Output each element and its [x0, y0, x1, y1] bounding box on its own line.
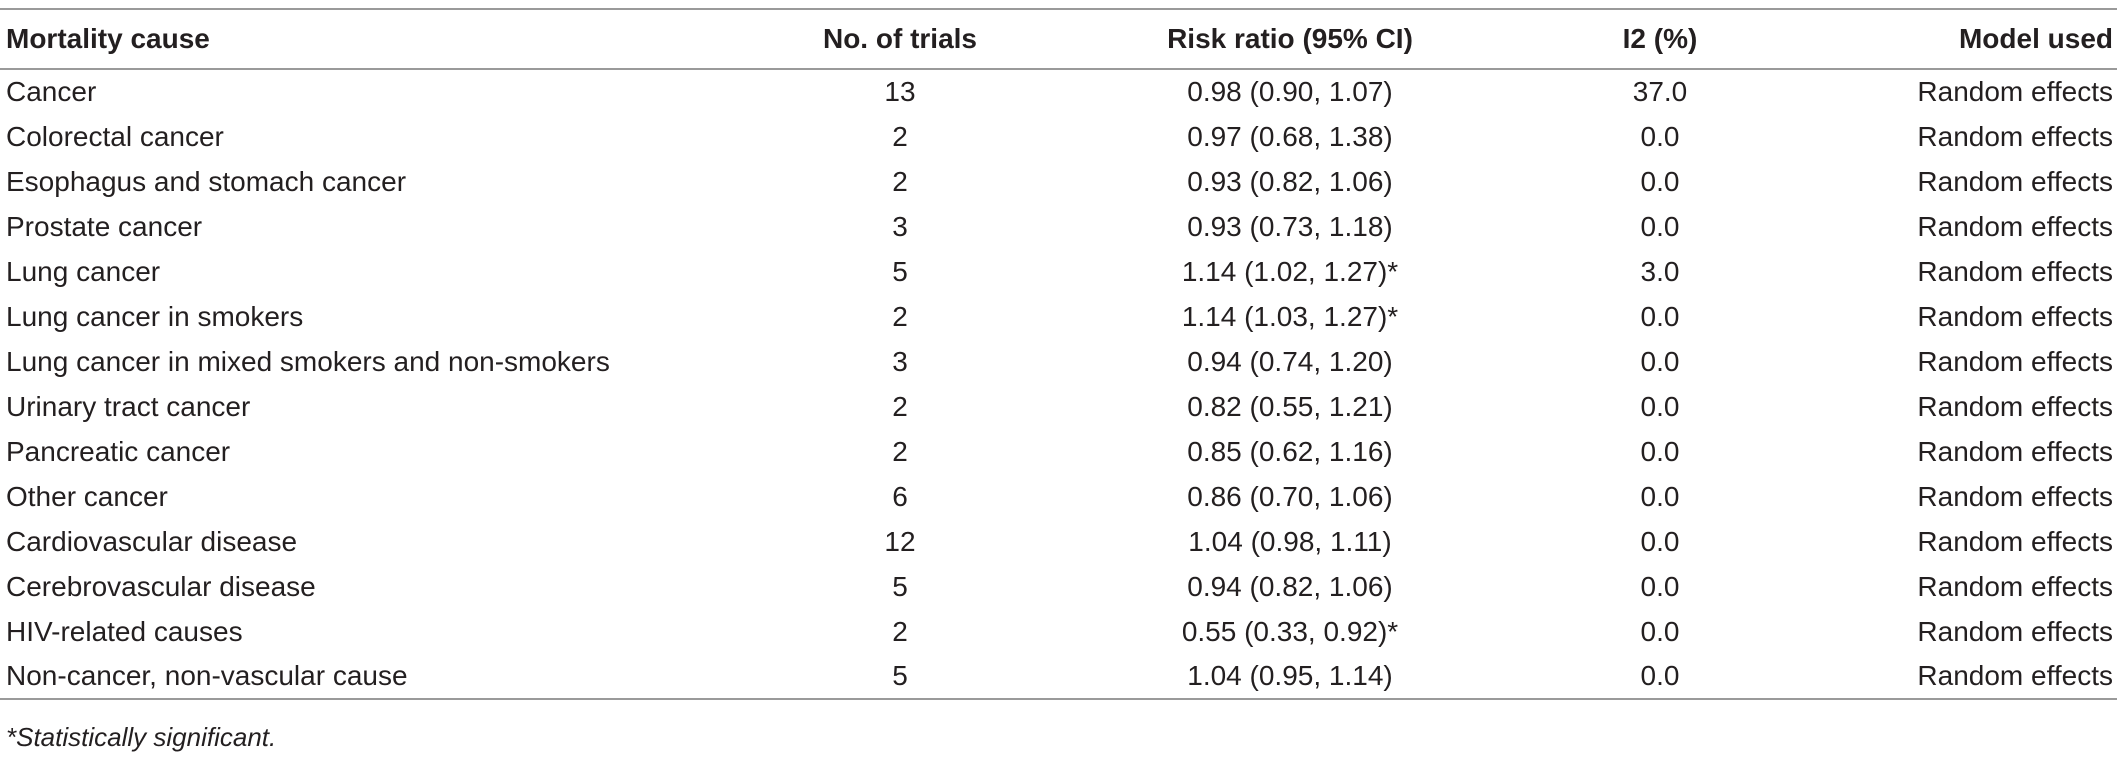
cell-i2: 0.0 [1640, 570, 1680, 602]
cell-model-used: Random effects [1917, 525, 2113, 557]
header-model-used: Model used [1958, 23, 2113, 54]
table-row: HIV-related causes 2 0.55 (0.33, 0.92)* … [0, 609, 2117, 654]
cell-i2: 0.0 [1640, 120, 1680, 152]
cell-i2: 0.0 [1640, 300, 1680, 332]
cell-risk-ratio: 0.82 (0.55, 1.21) [1187, 390, 1393, 422]
cell-i2: 0.0 [1640, 525, 1680, 557]
cell-no-of-trials: 2 [892, 615, 908, 647]
cell-model-used: Random effects [1917, 165, 2113, 197]
cell-i2: 37.0 [1632, 76, 1688, 107]
table-header: Mortality cause No. of trials Risk ratio… [0, 9, 2117, 69]
header-i2: I2 (%) [1622, 23, 1698, 54]
cell-no-of-trials: 6 [892, 480, 908, 512]
cell-mortality-cause: Lung cancer in smokers [6, 300, 304, 332]
table-row: Esophagus and stomach cancer 2 0.93 (0.8… [0, 159, 2117, 204]
cell-risk-ratio: 0.94 (0.74, 1.20) [1187, 345, 1393, 377]
cell-i2: 0.0 [1640, 165, 1680, 197]
cell-mortality-cause: Lung cancer in mixed smokers and non-smo… [6, 345, 610, 377]
cell-i2: 0.0 [1640, 390, 1680, 422]
table-row: Non-cancer, non-vascular cause 5 1.04 (0… [0, 654, 2117, 699]
table-row: Urinary tract cancer 2 0.82 (0.55, 1.21)… [0, 384, 2117, 429]
cell-risk-ratio: 1.04 (0.95, 1.14) [1187, 660, 1393, 691]
cell-mortality-cause: Cardiovascular disease [6, 525, 298, 557]
cell-mortality-cause: Lung cancer [6, 255, 161, 287]
cell-risk-ratio: 0.97 (0.68, 1.38) [1187, 120, 1393, 152]
cell-model-used: Random effects [1917, 570, 2113, 602]
table-row: Cancer 13 0.98 (0.90, 1.07) 37.0 Random … [0, 69, 2117, 114]
cell-model-used: Random effects [1917, 300, 2113, 332]
cell-no-of-trials: 2 [892, 165, 908, 197]
cell-model-used: Random effects [1917, 210, 2113, 242]
table-row: Prostate cancer 3 0.93 (0.73, 1.18) 0.0 … [0, 204, 2117, 249]
cell-risk-ratio: 0.85 (0.62, 1.16) [1187, 435, 1393, 467]
cell-model-used: Random effects [1917, 660, 2113, 691]
mortality-results-table: Mortality cause No. of trials Risk ratio… [0, 8, 2117, 700]
cell-risk-ratio: 0.93 (0.73, 1.18) [1187, 210, 1393, 242]
cell-no-of-trials: 2 [892, 120, 908, 152]
cell-risk-ratio: 1.14 (1.03, 1.27)* [1181, 300, 1399, 332]
table-footnote: *Statistically significant. [6, 722, 277, 752]
cell-mortality-cause: Urinary tract cancer [6, 390, 251, 422]
cell-risk-ratio: 0.93 (0.82, 1.06) [1187, 165, 1393, 197]
cell-no-of-trials: 13 [884, 76, 916, 107]
cell-mortality-cause: Prostate cancer [6, 210, 203, 242]
table-body: Cancer 13 0.98 (0.90, 1.07) 37.0 Random … [0, 69, 2117, 699]
cell-risk-ratio: 1.04 (0.98, 1.11) [1188, 525, 1392, 557]
cell-no-of-trials: 2 [892, 435, 908, 467]
cell-mortality-cause: HIV-related causes [6, 615, 243, 647]
table-row: Cerebrovascular disease 5 0.94 (0.82, 1.… [0, 564, 2117, 609]
cell-model-used: Random effects [1917, 120, 2113, 152]
cell-mortality-cause: Pancreatic cancer [6, 435, 231, 467]
cell-i2: 0.0 [1640, 660, 1680, 691]
table-row: Colorectal cancer 2 0.97 (0.68, 1.38) 0.… [0, 114, 2117, 159]
cell-no-of-trials: 2 [892, 390, 908, 422]
table-row: Cardiovascular disease 12 1.04 (0.98, 1.… [0, 519, 2117, 564]
cell-no-of-trials: 5 [892, 660, 908, 691]
cell-no-of-trials: 3 [892, 210, 908, 242]
header-no-of-trials: No. of trials [822, 23, 977, 54]
cell-risk-ratio: 1.14 (1.02, 1.27)* [1181, 255, 1399, 287]
cell-no-of-trials: 5 [892, 255, 908, 287]
table-row: Pancreatic cancer 2 0.85 (0.62, 1.16) 0.… [0, 429, 2117, 474]
cell-model-used: Random effects [1917, 255, 2113, 287]
cell-no-of-trials: 12 [884, 525, 916, 557]
cell-i2: 0.0 [1640, 345, 1680, 377]
cell-i2: 0.0 [1640, 615, 1680, 647]
cell-mortality-cause: Other cancer [6, 480, 168, 512]
cell-risk-ratio: 0.94 (0.82, 1.06) [1187, 570, 1393, 602]
cell-model-used: Random effects [1917, 390, 2113, 422]
cell-model-used: Random effects [1917, 435, 2113, 467]
cell-i2: 3.0 [1640, 255, 1680, 287]
cell-mortality-cause: Non-cancer, non-vascular cause [6, 660, 408, 691]
cell-model-used: Random effects [1917, 615, 2113, 647]
cell-i2: 0.0 [1640, 480, 1680, 512]
table-row: Lung cancer 5 1.14 (1.02, 1.27)* 3.0 Ran… [0, 249, 2117, 294]
cell-no-of-trials: 3 [892, 345, 908, 377]
cell-model-used: Random effects [1917, 76, 2113, 107]
header-mortality-cause: Mortality cause [6, 23, 210, 54]
cell-model-used: Random effects [1917, 480, 2113, 512]
cell-risk-ratio: 0.98 (0.90, 1.07) [1187, 76, 1393, 107]
table-row: Other cancer 6 0.86 (0.70, 1.06) 0.0 Ran… [0, 474, 2117, 519]
cell-mortality-cause: Cancer [6, 76, 97, 107]
header-risk-ratio: Risk ratio (95% CI) [1167, 23, 1413, 54]
cell-model-used: Random effects [1917, 345, 2113, 377]
cell-mortality-cause: Esophagus and stomach cancer [6, 165, 407, 197]
cell-risk-ratio: 0.86 (0.70, 1.06) [1187, 480, 1393, 512]
cell-no-of-trials: 2 [892, 300, 908, 332]
cell-no-of-trials: 5 [892, 570, 908, 602]
cell-risk-ratio: 0.55 (0.33, 0.92)* [1181, 615, 1399, 647]
cell-i2: 0.0 [1640, 435, 1680, 467]
cell-mortality-cause: Cerebrovascular disease [6, 570, 316, 602]
cell-i2: 0.0 [1640, 210, 1680, 242]
cell-mortality-cause: Colorectal cancer [6, 120, 224, 152]
table-row: Lung cancer in mixed smokers and non-smo… [0, 339, 2117, 384]
header-row: Mortality cause No. of trials Risk ratio… [0, 9, 2117, 69]
table-row: Lung cancer in smokers 2 1.14 (1.03, 1.2… [0, 294, 2117, 339]
